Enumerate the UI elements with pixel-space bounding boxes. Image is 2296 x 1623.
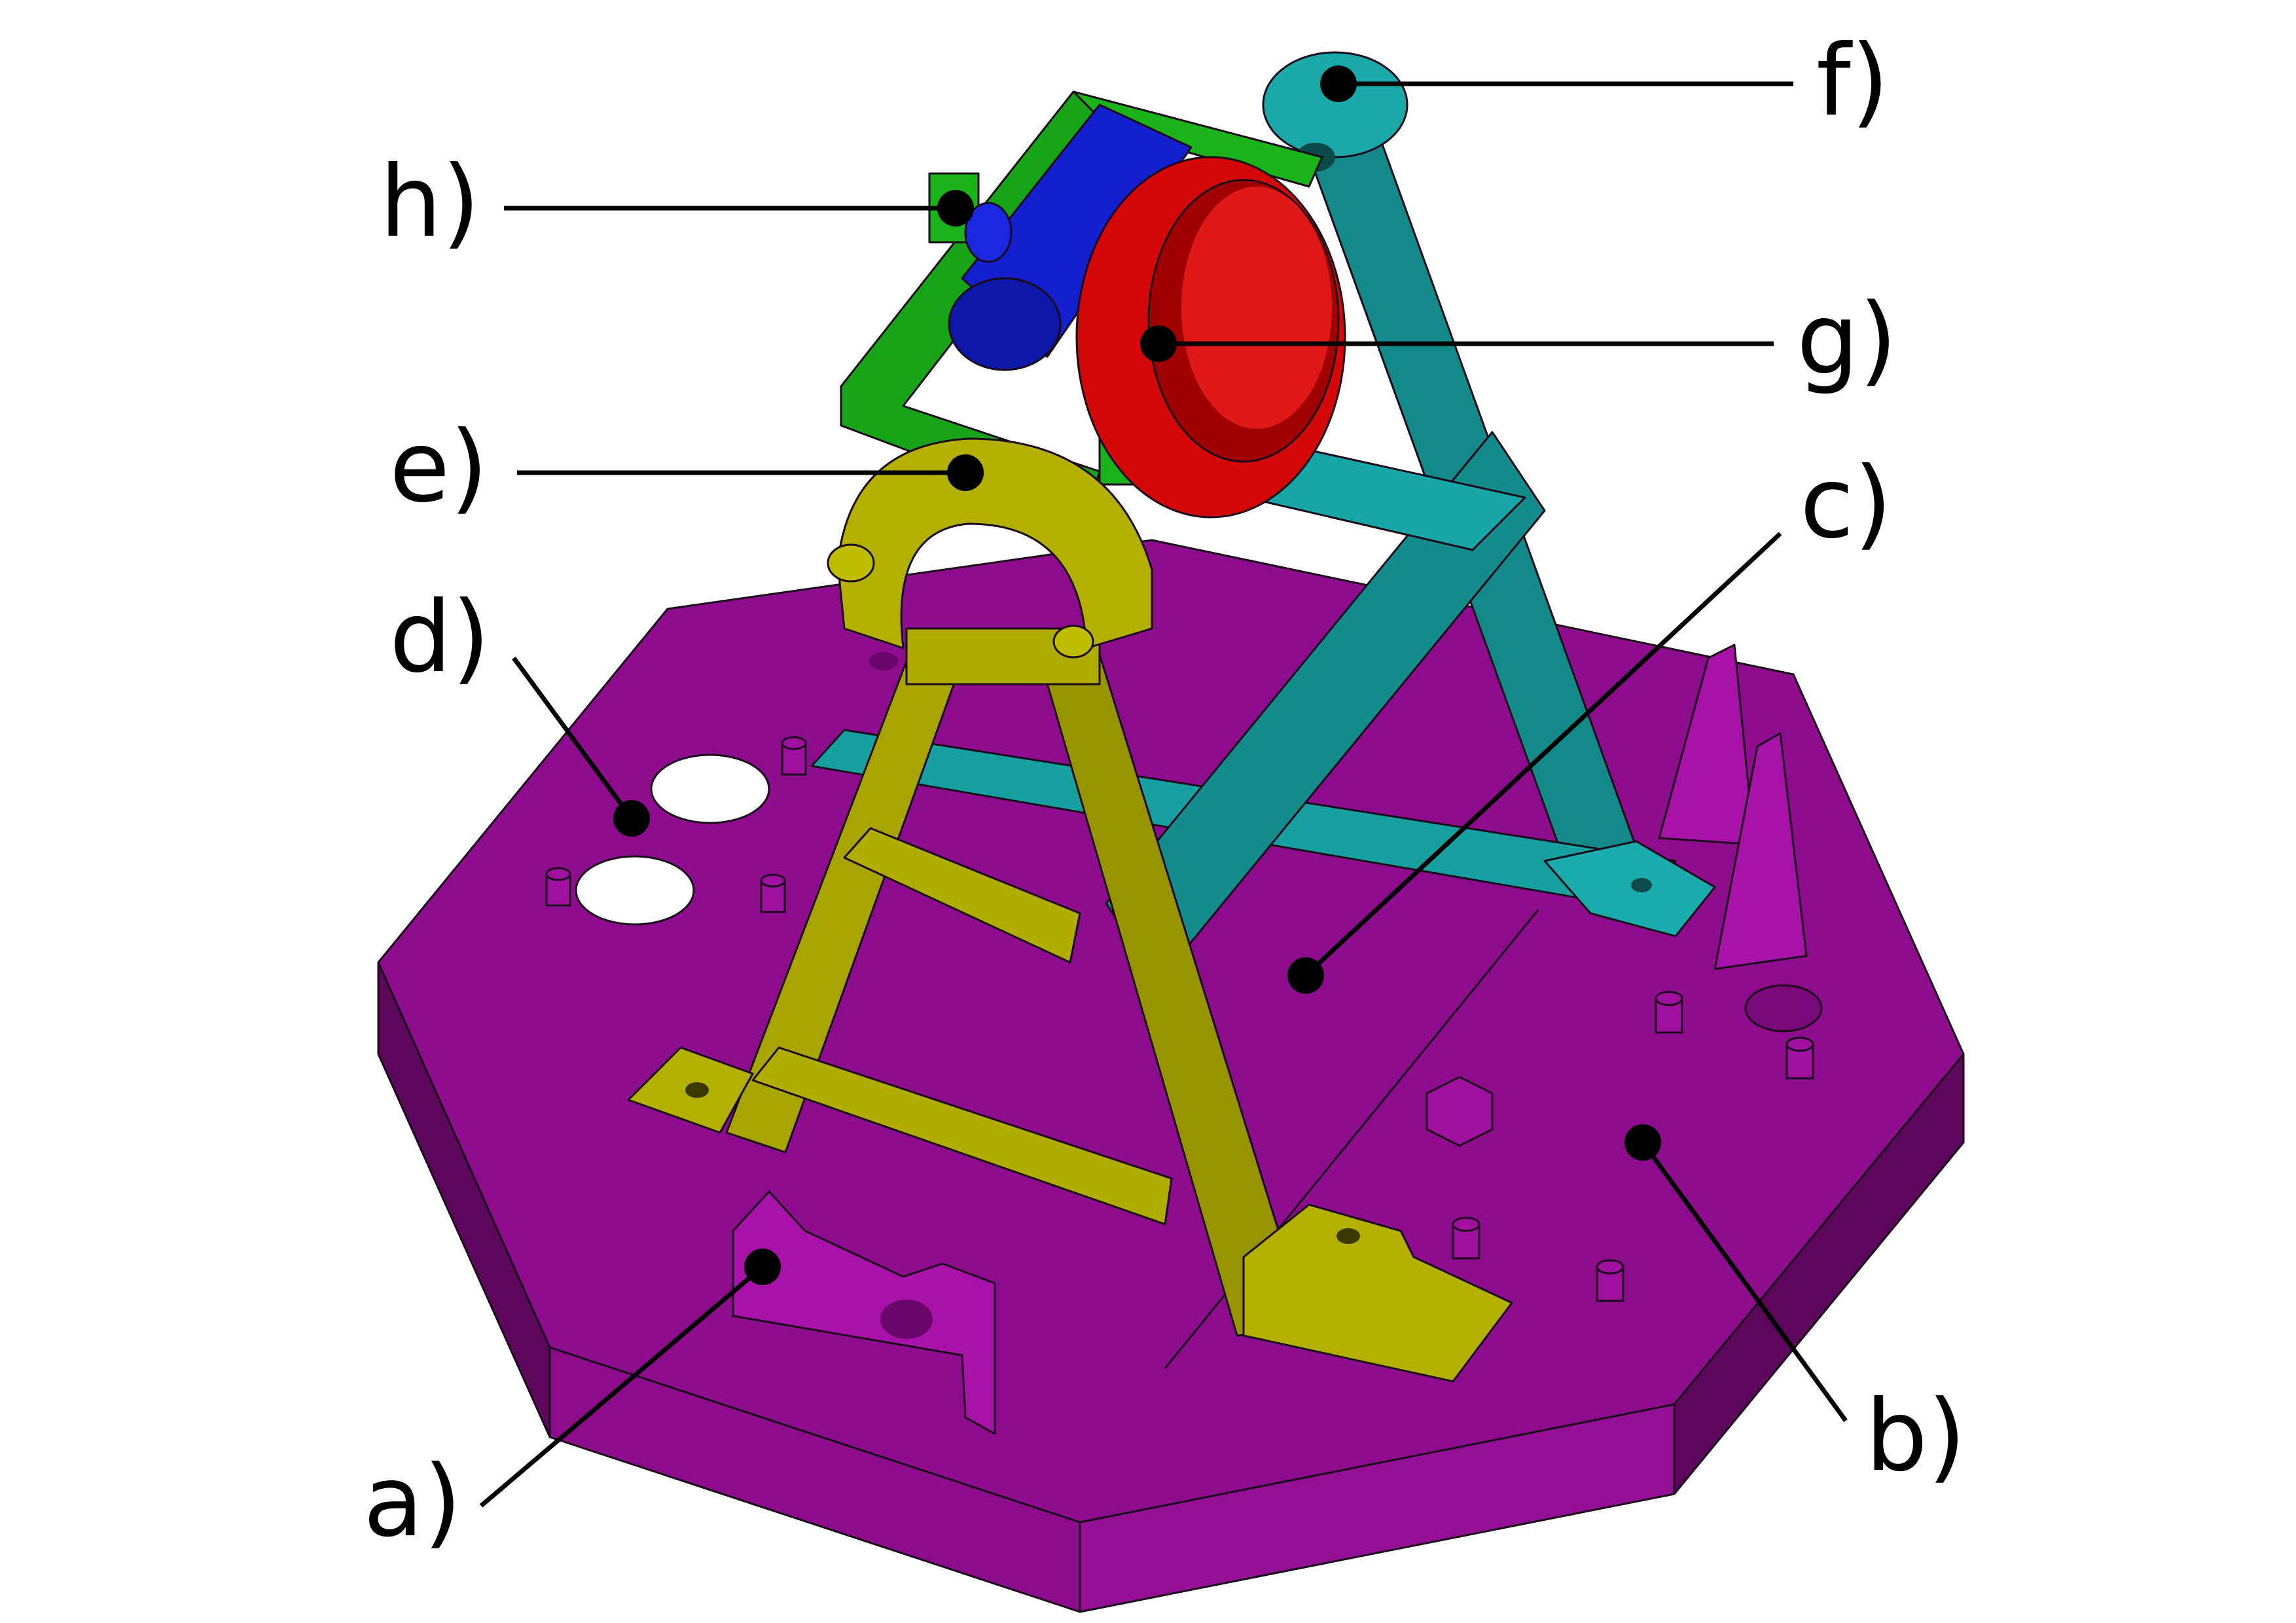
callout-dot-f <box>1320 65 1357 102</box>
callout-label-g: g) <box>1797 283 1897 397</box>
cyan-foot <box>1543 840 1716 938</box>
yellow-foot-hole-left <box>685 1082 709 1098</box>
yellow-foot-hole-right <box>1336 1228 1360 1244</box>
callout-label-b: b) <box>1865 1379 1966 1493</box>
callout-label-a: a) <box>363 1445 461 1559</box>
callout-label-c: c) <box>1800 447 1892 560</box>
leader-line-a <box>479 1265 764 1508</box>
plate-pocket <box>869 652 898 670</box>
motor-end-cap <box>948 277 1062 371</box>
yellow-saddle-arch <box>836 437 1153 649</box>
plate-hole-right <box>1744 984 1823 1032</box>
blue-motor <box>948 103 1193 371</box>
motor-shaft-collar <box>964 202 1013 263</box>
plate-hole-upper <box>650 754 770 824</box>
yellow-saddle-ear-left <box>827 543 875 583</box>
red-ring-bore <box>1181 187 1332 429</box>
callout-label-f: f) <box>1816 24 1889 138</box>
plate-hole-lower <box>575 855 695 926</box>
callout-label-h: h) <box>380 145 480 259</box>
leader-line-c <box>1304 532 1782 977</box>
bracket-a-hole <box>880 1300 933 1339</box>
bracket-a-body <box>732 1190 996 1435</box>
plate-block <box>1426 1076 1494 1147</box>
cyan-foot-hole <box>1631 878 1652 892</box>
leader-line-d <box>512 656 634 820</box>
red-ring <box>1075 156 1346 519</box>
yellow-saddle-base <box>905 627 1101 685</box>
callout-dot-b <box>1624 1124 1661 1161</box>
callout-dot-c <box>1287 957 1324 994</box>
yellow-frame <box>627 437 1513 1383</box>
leader-line-b <box>1641 1140 1848 1423</box>
standoffs <box>545 736 1814 1302</box>
callout-dot-g <box>1140 325 1177 362</box>
callout-dot-a <box>744 1249 781 1285</box>
yellow-crossbar-bottom <box>751 1046 1173 1226</box>
gusset-right-b <box>1713 732 1808 970</box>
callout-label-e: e) <box>389 410 488 524</box>
yellow-crossbar-top <box>843 827 1081 964</box>
callout-dot-e <box>947 454 984 491</box>
callout-dot-d <box>613 800 650 837</box>
callouts: a) b) c) d) e) f) g) h) <box>363 24 1966 1559</box>
yellow-foot-right <box>1242 1203 1513 1383</box>
callout-dot-h <box>937 190 974 227</box>
callout-label-d: d) <box>389 581 490 695</box>
yellow-saddle-ear-right <box>1052 625 1094 659</box>
